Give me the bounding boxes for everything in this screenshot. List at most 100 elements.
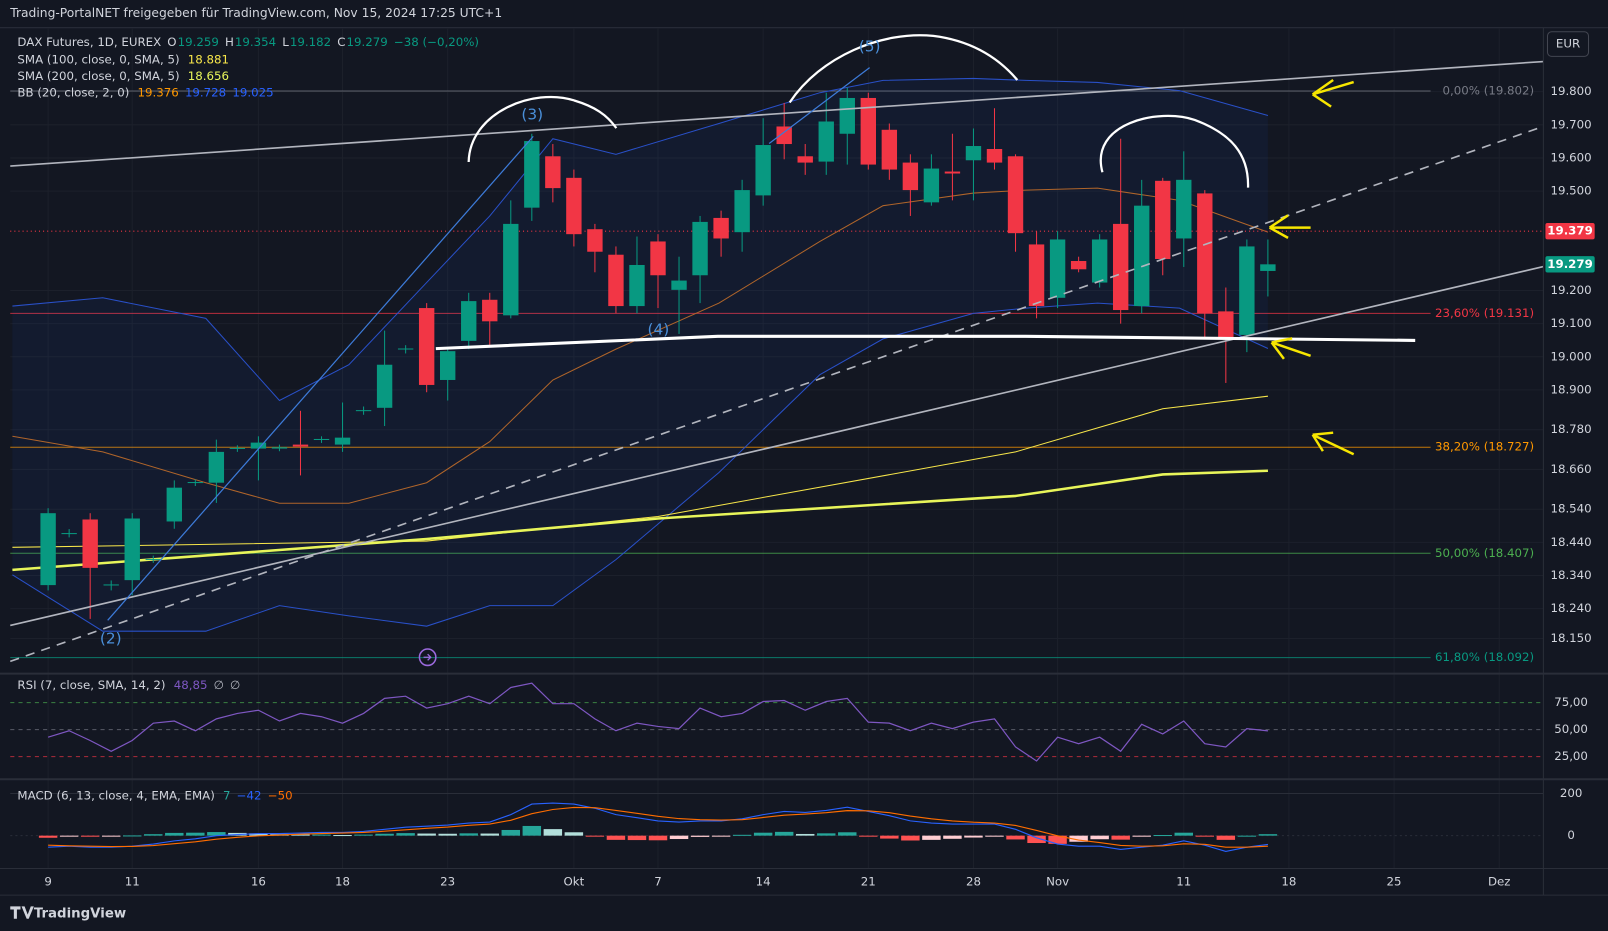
histogram-bar [795, 833, 815, 836]
trend-line [10, 60, 1544, 167]
histogram-bar [922, 835, 941, 840]
legend-item: −38 (−0,20%) [394, 35, 479, 49]
x-tick-label: 11 [125, 874, 140, 888]
y-tick-label: 18.440 [1550, 535, 1591, 549]
candle-body [776, 126, 792, 145]
candle-body [250, 442, 267, 449]
logo [10, 906, 34, 919]
neckline [435, 334, 1416, 351]
y-tick-label: 19.100 [1550, 316, 1591, 330]
histogram-bar [669, 835, 689, 840]
y-tick-label: 25,00 [1554, 749, 1588, 763]
legend-item: 19.182 [290, 35, 331, 49]
bollinger-line [12, 187, 1269, 504]
legend-item: 19.025 [232, 85, 273, 99]
candle-body [313, 438, 330, 440]
histogram-bar [375, 833, 394, 836]
candle-body [440, 351, 456, 380]
histogram-bar [943, 835, 962, 839]
bollinger-line [12, 77, 1269, 402]
histogram-bar [59, 835, 79, 837]
x-tick-label: Dez [1488, 874, 1511, 888]
candle-body [692, 221, 708, 276]
footer: TradingView [34, 907, 126, 922]
legend-line: RSI (7, close, SMA, 14, 2) 48,85 ∅ ∅ [17, 677, 240, 691]
candle-body [229, 447, 246, 449]
y-tick-label: 18.240 [1550, 601, 1591, 615]
legend-item: O [167, 35, 176, 49]
wave-line [107, 135, 534, 621]
candle-body [713, 217, 729, 239]
histogram-bar [291, 834, 310, 836]
x-tick-label: 21 [861, 874, 876, 888]
signal-line [48, 806, 1268, 848]
candle-body [755, 145, 771, 196]
legend-item: 48,85 [174, 677, 208, 691]
histogram-bar [501, 829, 521, 836]
histogram-bar [396, 833, 415, 836]
x-tick-label: 7 [654, 874, 662, 888]
candle-body [503, 223, 519, 316]
y-tick-label: 19.600 [1550, 150, 1591, 164]
legend-line: SMA (100, close, 0, SMA, 5) 18.881 [17, 52, 229, 66]
currency-button[interactable] [1546, 31, 1590, 57]
fib-label: 0,00% (19.802) [1443, 84, 1535, 98]
x-tick-label: 28 [966, 874, 981, 888]
x-tick-label: 18 [335, 874, 350, 888]
candle-body [397, 348, 414, 350]
legend-item: DAX Futures, 1D, EUREX [17, 35, 161, 49]
histogram-bar [165, 832, 184, 836]
candle-body [1260, 264, 1276, 271]
legend-item: 7 [223, 788, 231, 802]
arrow [1311, 78, 1355, 108]
candle-body [734, 190, 750, 233]
candle-body [1028, 244, 1045, 307]
histogram-bar [838, 832, 857, 836]
histogram-bar [438, 833, 457, 836]
histogram-bar [1258, 834, 1278, 836]
histogram-bar [774, 831, 794, 836]
x-tick-label: 18 [1281, 874, 1296, 888]
candle-body [545, 156, 561, 189]
candle-body [524, 141, 540, 208]
legend-item: −50 [268, 788, 293, 802]
fib-label: 61,80% (18.092) [1435, 650, 1534, 664]
candle-body [482, 299, 498, 322]
histogram-bar [80, 835, 100, 837]
legend-item: 18.656 [188, 68, 229, 82]
x-tick-label: 11 [1176, 874, 1191, 888]
arrow [1270, 337, 1312, 360]
event-icon[interactable] [418, 648, 437, 667]
y-tick-label: 19.700 [1550, 117, 1591, 131]
x-tick-label: 23 [440, 874, 455, 888]
price-label-box [1545, 222, 1595, 240]
x-tick-label: 14 [756, 874, 771, 888]
candle-body [902, 162, 919, 191]
candle-body [1197, 193, 1213, 314]
candle-body [82, 519, 98, 568]
histogram-bar [207, 832, 226, 836]
candle-body [124, 518, 140, 581]
candle-body [629, 264, 645, 307]
price-label: 19.279 [1547, 257, 1592, 271]
histogram-bar [1132, 835, 1151, 837]
histogram-bar [585, 835, 605, 837]
histogram-bar [522, 825, 542, 836]
candle-body [292, 444, 309, 447]
histogram-bar [627, 835, 647, 841]
histogram-bar [1237, 835, 1257, 837]
histogram-bar [985, 835, 1004, 837]
candle-body [376, 364, 393, 408]
legend-item: MACD (6, 13, close, 4, EMA, EMA) [17, 788, 214, 802]
candle-body [1176, 179, 1192, 239]
price-label: 19.379 [1547, 224, 1592, 238]
legend-item: SMA (200, close, 0, SMA, 5) [17, 68, 179, 82]
candle-body [1239, 246, 1255, 335]
x-tick-label: Okt [564, 874, 585, 888]
candle-body [461, 301, 477, 341]
fib-label: 23,60% (19.131) [1435, 306, 1534, 320]
candle-body [1091, 239, 1108, 283]
y-tick-label: 18.780 [1550, 422, 1591, 436]
legend-item: ∅ [214, 677, 224, 691]
histogram-bar [1090, 835, 1109, 840]
